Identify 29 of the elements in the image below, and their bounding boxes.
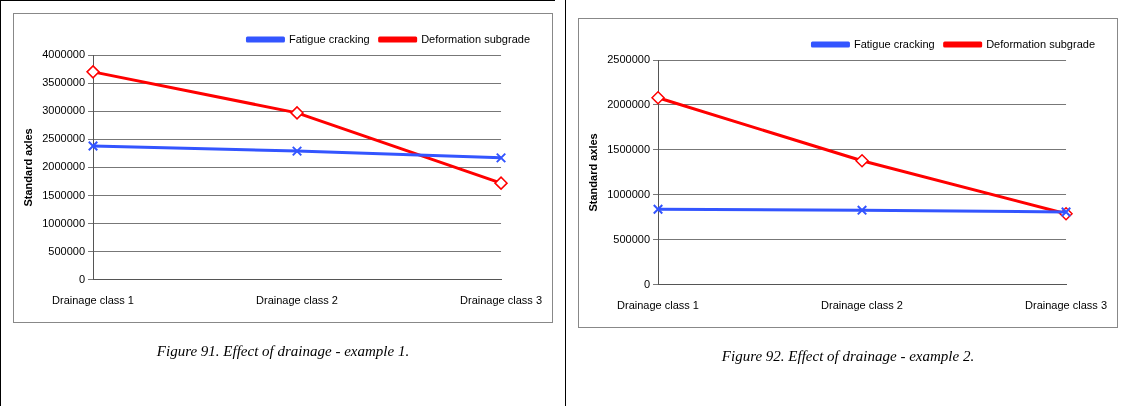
x-tick-label: Drainage class 3 [1025, 299, 1107, 312]
y-tick-label: 1500000 [42, 188, 86, 201]
x-tick-label: Drainage class 2 [821, 299, 903, 312]
legend-label: Fatigue cracking [288, 32, 370, 45]
y-tick-label: 1500000 [607, 142, 651, 155]
y-tick-label: 3500000 [42, 76, 86, 89]
y-tick-label: 2500000 [42, 132, 86, 145]
y-tick-label: 1000000 [607, 187, 651, 200]
legend-label: Deformation subgrade [986, 37, 1095, 50]
y-tick-label: 4000000 [42, 48, 86, 61]
y-tick-label: 500000 [613, 232, 651, 245]
y-tick-label: 2000000 [607, 97, 651, 110]
y-tick-label: 2500000 [607, 53, 651, 66]
x-tick-label: Drainage class 1 [52, 294, 134, 307]
x-tick-label: Drainage class 1 [617, 299, 699, 312]
x-tick-label: Drainage class 3 [460, 294, 542, 307]
y-tick-label: 0 [643, 277, 651, 290]
legend-label: Deformation subgrade [421, 32, 530, 45]
y-tick-label: 1000000 [42, 216, 86, 229]
caption: Figure 92. Effect of drainage - example 2. [720, 348, 976, 365]
x-tick-label: Drainage class 2 [256, 294, 338, 307]
y-tick-label: 500000 [48, 244, 86, 257]
y-tick-label: 2000000 [42, 160, 86, 173]
y-tick-label: 0 [78, 272, 86, 285]
legend-label: Fatigue cracking [853, 37, 935, 50]
y-tick-label: 3000000 [42, 104, 86, 117]
y-axis-title: Standard axles [21, 128, 34, 207]
caption: Figure 91. Effect of drainage - example 1. [155, 343, 411, 360]
y-axis-title: Standard axles [586, 133, 599, 212]
